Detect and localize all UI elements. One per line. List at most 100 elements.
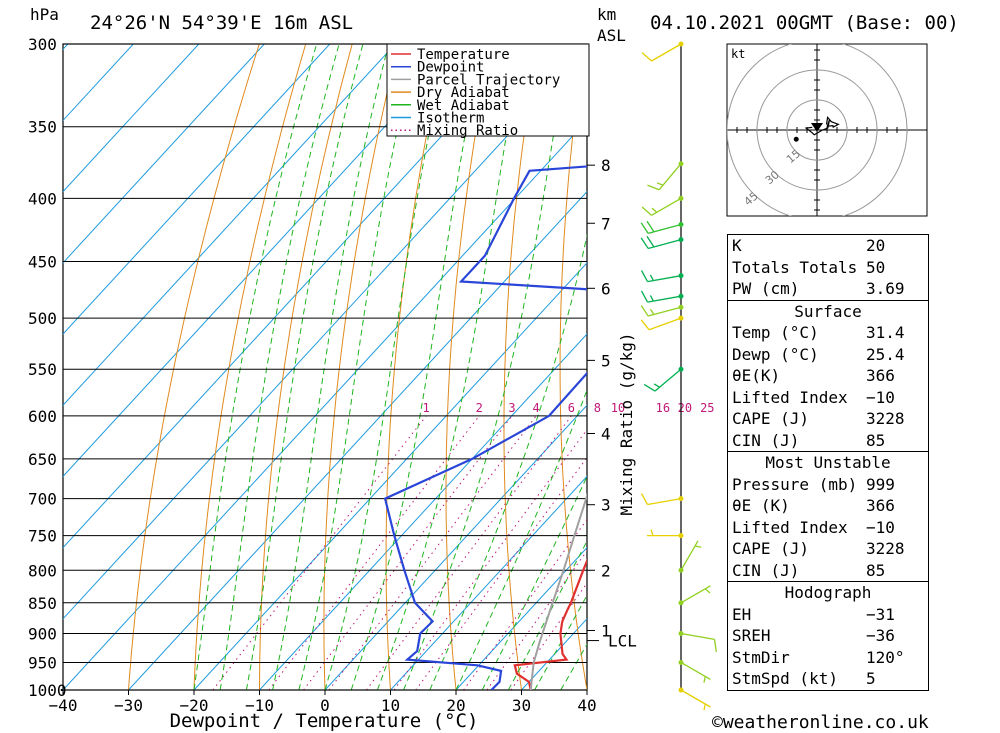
wind-level-dot <box>678 687 684 693</box>
isotherm-line <box>455 546 587 690</box>
hodograph-index-row: EH −31 <box>728 604 928 626</box>
most-unstable-index-label: Pressure (mb) <box>732 474 858 494</box>
isotherm-line <box>390 475 587 690</box>
hodograph-index-value: 5 <box>866 669 876 688</box>
wind-barb-staff <box>654 368 682 392</box>
wind-barb-flag <box>641 52 652 62</box>
wind-barb-staff <box>651 43 682 62</box>
legend-label: Dry Adiabat <box>417 85 510 101</box>
x-tick-label: −40 <box>49 696 78 715</box>
dry-adiabat-line <box>956 44 1000 690</box>
pressure-tick-label: 300 <box>28 35 57 54</box>
wind-barb-staff <box>651 197 682 216</box>
wind-level-dot <box>678 195 684 201</box>
pressure-tick-label: 600 <box>28 407 57 426</box>
general-indices: K 20 Totals Totals 50 PW (cm) 3.69 <box>728 235 928 301</box>
height-tick-label: 7 <box>601 214 611 233</box>
hodograph-unit-label: kt <box>731 47 745 61</box>
wind-level-dot <box>678 273 684 279</box>
pressure-tick-label: 700 <box>28 490 57 509</box>
isotherm-line <box>63 44 462 478</box>
isotherm-line <box>63 44 200 193</box>
mixing-ratio-label: 25 <box>700 401 714 415</box>
wind-level-dot <box>678 659 684 665</box>
general-index-label: Totals Totals <box>732 257 858 277</box>
surface-index-label: Dewp (°C) <box>732 344 819 364</box>
surface-index-row: Dewp (°C) 25.4 <box>728 344 928 366</box>
wind-barb-staff <box>680 689 711 708</box>
hodograph-indices: Hodograph EH −31 SREH −36 StmDir 120° StmSpd (… <box>728 582 928 690</box>
wind-barb <box>678 687 711 711</box>
wind-barb-staff <box>647 223 682 234</box>
mixing-ratio-label: 6 <box>568 401 575 415</box>
copyright-label: ©weatheronline.co.uk <box>712 712 929 733</box>
surface-header: Surface <box>794 301 862 321</box>
hodograph-index-row: SREH −36 <box>728 625 928 647</box>
wind-barb-half <box>703 703 706 711</box>
wind-barb-flag <box>640 270 649 282</box>
legend-label: Wet Adiabat <box>417 98 510 114</box>
surface-index-row: θE(K) 366 <box>728 365 928 387</box>
plot-area <box>62 43 588 691</box>
wind-level-dot <box>678 600 684 606</box>
isotherm-line <box>63 44 396 406</box>
most-unstable-index-row: CAPE (J) 3228 <box>728 538 928 560</box>
surface-index-value: 366 <box>866 366 895 385</box>
wind-barb-half <box>694 545 702 548</box>
wind-barb <box>678 585 711 606</box>
general-index-value: 20 <box>866 236 886 255</box>
mixing-ratio-label: 1 <box>423 401 430 415</box>
isotherm-line <box>63 119 587 690</box>
wind-barb <box>643 366 684 392</box>
wind-barb-half <box>650 529 654 536</box>
wind-barb-staff <box>647 497 682 506</box>
hodograph-ring <box>756 69 878 191</box>
pressure-tick-label: 850 <box>28 594 57 613</box>
wind-barb-staff <box>680 632 715 641</box>
wet-adiabat-line <box>429 233 587 690</box>
wind-barb <box>640 315 684 331</box>
x-axis-title: Dewpoint / Temperature (°C) <box>170 710 479 732</box>
wind-barb <box>640 270 684 283</box>
pressure-tick-label: 550 <box>28 360 57 379</box>
wind-barb-staff <box>680 585 711 604</box>
wind-barb-flag <box>640 319 650 331</box>
wind-barb <box>640 493 684 506</box>
wind-barb-staff <box>647 306 682 317</box>
wind-level-dot <box>678 161 684 167</box>
surface-index-label: CAPE (J) <box>732 409 810 428</box>
most-unstable-index-label: θE (K) <box>732 496 790 515</box>
surface-index-value: 85 <box>866 430 886 450</box>
most-unstable-index-value: 85 <box>866 560 886 580</box>
wind-barb-flag <box>640 305 649 317</box>
general-index-label: K <box>732 236 742 255</box>
hodograph-ring <box>786 99 848 161</box>
most-unstable-index-row: Lifted Index −10 <box>728 517 928 539</box>
wind-barb <box>640 290 684 303</box>
wind-barb-half <box>703 676 706 683</box>
wind-barb-half <box>651 207 658 213</box>
pressure-tick-label: 650 <box>28 450 57 469</box>
axes: 3003504004505005506006507007508008509009… <box>28 35 715 715</box>
pressure-tick-label: 750 <box>28 527 57 546</box>
most-unstable-index-value: 999 <box>866 474 895 494</box>
most-unstable-index-row: θE (K) 366 <box>728 495 928 517</box>
wind-level-dot <box>678 630 684 636</box>
wind-barb-flag <box>640 222 649 234</box>
most-unstable-indices: Most Unstable Pressure (mb) 999 θE (K) 366 L… <box>728 452 928 582</box>
wet-adiabat-line <box>350 44 484 690</box>
most-unstable-index-label: Lifted Index <box>732 517 848 537</box>
wind-barb <box>641 195 684 216</box>
isotherm-line <box>63 48 587 620</box>
wind-level-dot <box>678 366 684 372</box>
most-unstable-index-row: CIN (J) 85 <box>728 560 928 582</box>
surface-index-value: 25.4 <box>866 344 905 364</box>
height-tick-label: 4 <box>601 425 611 444</box>
hodograph-index-label: StmDir <box>732 647 790 667</box>
wind-barb-flag <box>713 639 717 652</box>
surface-index-label: θE(K) <box>732 366 781 385</box>
most-unstable-index-value: −10 <box>866 517 895 537</box>
mixing-ratio-label: 3 <box>508 401 515 415</box>
legend-label: Isotherm <box>417 111 484 127</box>
surface-index-label: Lifted Index <box>732 387 848 407</box>
